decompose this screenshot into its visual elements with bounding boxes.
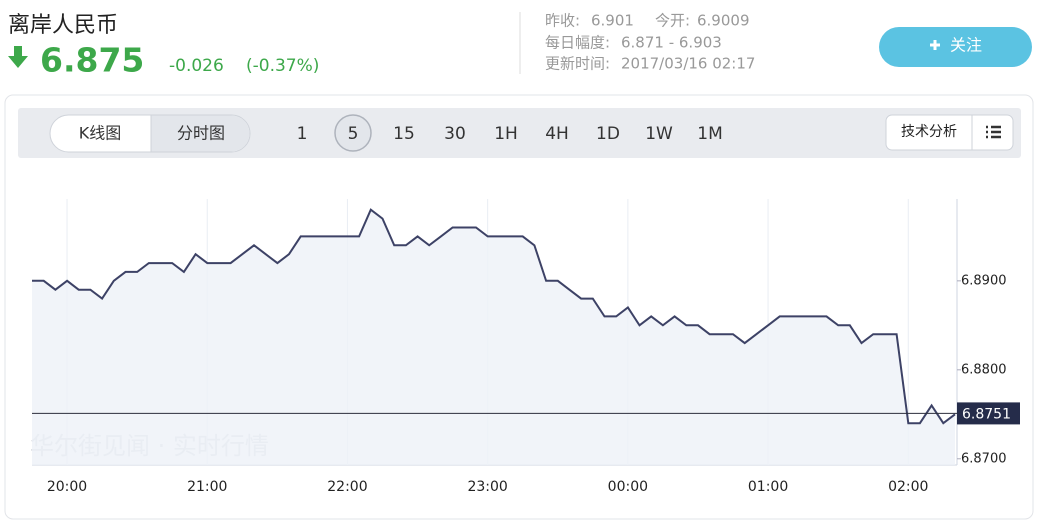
stat-label: 更新时间: (545, 55, 610, 73)
stat-label: 今开: (655, 12, 690, 30)
interval[interactable]: 5 (348, 124, 359, 144)
chart-mode[interactable]: K线图 (79, 124, 122, 143)
y-tick-label: 6.8800 (961, 362, 1007, 377)
interval[interactable]: 4H (545, 124, 569, 144)
x-tick-label: 00:00 (608, 479, 648, 495)
change-pct: (-0.37%) (246, 56, 319, 76)
analysis-group (885, 114, 1014, 151)
x-tick-label: 22:00 (327, 479, 367, 495)
last-value-label: 6.8751 (962, 406, 1011, 422)
interval[interactable]: 1D (596, 124, 620, 144)
interval[interactable]: 1M (697, 124, 722, 144)
follow-label[interactable]: 关注 (950, 36, 982, 55)
x-tick-label: 02:00 (888, 479, 928, 495)
x-tick-label: 20:00 (47, 479, 87, 495)
analysis-button[interactable]: 技术分析 (901, 124, 957, 140)
interval[interactable]: 15 (393, 124, 415, 144)
plus-icon (930, 40, 940, 50)
area (32, 209, 955, 465)
interval[interactable]: 1 (297, 124, 308, 144)
stat-value: 2017/03/16 02:17 (621, 55, 755, 73)
list-icon[interactable] (986, 125, 1001, 139)
stat-value: 6.901 (591, 12, 634, 30)
change: -0.026 (169, 56, 224, 76)
price: 6.875 (40, 41, 144, 80)
mode-active-bg (151, 115, 250, 152)
line (32, 208, 956, 425)
stat-value: 6.871 - 6.903 (621, 34, 722, 52)
chart-mode[interactable]: 分时图 (177, 124, 225, 143)
stat-value: 6.9009 (697, 12, 750, 30)
stat-label: 昨收: (545, 12, 580, 30)
x-tick-label: 23:00 (467, 479, 507, 495)
interval[interactable]: 1W (645, 124, 673, 144)
interval-active (334, 114, 372, 152)
interval[interactable]: 30 (444, 124, 466, 144)
interval[interactable]: 1H (494, 124, 518, 144)
stat-label: 每日幅度: (545, 34, 610, 52)
title: 离岸人民币 (8, 13, 118, 38)
follow-button[interactable] (879, 27, 1032, 67)
toolbar (18, 108, 1021, 158)
x-tick-label: 21:00 (187, 479, 227, 495)
down-arrow (8, 46, 28, 68)
x-tick-label: 01:00 (748, 479, 788, 495)
y-tick-label: 6.8900 (961, 273, 1007, 288)
y-tick-label: 6.8700 (961, 451, 1007, 466)
last-value-box (957, 402, 1020, 425)
